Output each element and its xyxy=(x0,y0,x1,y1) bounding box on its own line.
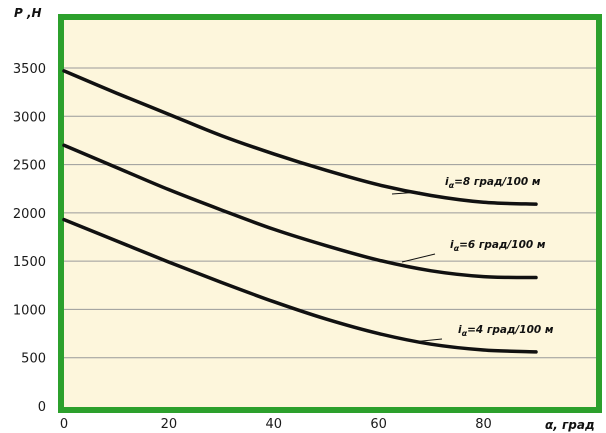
series-label-prefix: i xyxy=(445,176,449,188)
series-label-suffix: =6 град/100 м xyxy=(459,239,546,251)
y-tick-label: 0 xyxy=(38,400,46,415)
y-tick-label: 3000 xyxy=(13,110,46,125)
plot-area xyxy=(64,20,596,407)
series-label-prefix: i xyxy=(458,324,462,336)
y-tick-label: 1500 xyxy=(13,255,46,270)
series-label-subscript: α xyxy=(449,181,455,190)
series-label: iα=8 град/100 м xyxy=(445,176,541,190)
x-axis-title: α, град xyxy=(545,418,595,432)
x-tick-label: 80 xyxy=(475,417,492,432)
series-label-prefix: i xyxy=(450,239,454,251)
chart-frame xyxy=(58,14,602,413)
series-leader-line xyxy=(401,253,436,263)
series-line xyxy=(62,217,538,354)
series-lines xyxy=(62,69,538,354)
series-labels: iα=8 град/100 мiα=6 град/100 мiα=4 град/… xyxy=(391,176,554,343)
series-line xyxy=(62,143,538,280)
x-tick-label: 60 xyxy=(370,417,387,432)
series-leader-line xyxy=(391,191,421,195)
y-axis-title: P ,H xyxy=(14,6,42,20)
series-label: iα=4 град/100 м xyxy=(458,324,554,338)
series-label-suffix: =8 град/100 м xyxy=(454,176,541,188)
y-tick-label: 2000 xyxy=(13,207,46,222)
series-label-suffix: =4 град/100 м xyxy=(467,324,554,336)
x-tick-label: 20 xyxy=(161,417,178,432)
x-tick-label: 40 xyxy=(266,417,283,432)
series-label-subscript: α xyxy=(462,329,468,338)
y-tick-label: 500 xyxy=(21,352,46,367)
y-tick-label: 1000 xyxy=(13,303,46,318)
series-label: iα=6 град/100 м xyxy=(450,239,546,253)
y-axis: 0 500 1000 1500 2000 2500 3000 3500 xyxy=(13,62,46,415)
x-axis: 0 20 40 60 80 xyxy=(60,417,492,432)
y-tick-label: 3500 xyxy=(13,62,46,77)
series-leader-line xyxy=(411,338,443,343)
gridlines xyxy=(64,67,596,359)
series-line xyxy=(62,69,538,206)
y-tick-label: 2500 xyxy=(13,159,46,174)
series-label-subscript: α xyxy=(454,244,460,253)
x-tick-label: 0 xyxy=(60,417,68,432)
